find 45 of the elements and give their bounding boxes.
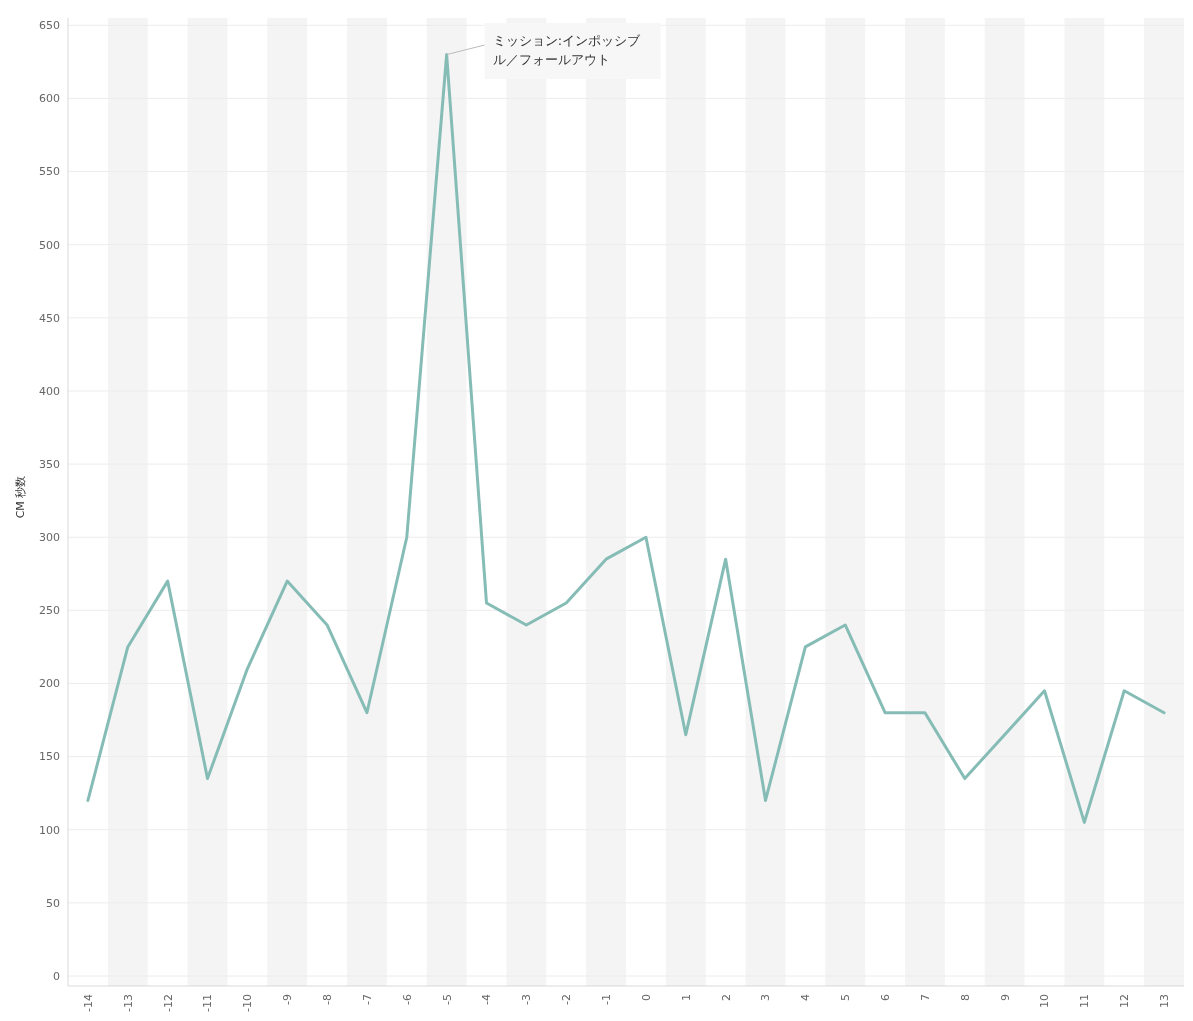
x-tick-label: 3 <box>759 994 773 1001</box>
x-tick-label: 2 <box>719 994 733 1001</box>
x-tick-label: 13 <box>1157 994 1171 1008</box>
x-tick-label: -7 <box>360 994 374 1005</box>
x-tick-label: 9 <box>998 994 1012 1001</box>
y-tick-label: 250 <box>39 604 60 618</box>
x-tick-label: -14 <box>81 994 95 1012</box>
x-tick-label: 0 <box>639 994 653 1001</box>
x-tick-label: -2 <box>560 994 574 1005</box>
x-tick-label: 11 <box>1078 994 1092 1008</box>
y-tick-label: 350 <box>39 457 60 471</box>
y-tick-label: 50 <box>46 896 60 910</box>
y-tick-label: 600 <box>39 92 60 106</box>
y-tick-label: 500 <box>39 238 60 252</box>
y-tick-label: 0 <box>53 969 60 983</box>
x-tick-label: -9 <box>281 994 295 1005</box>
x-tick-label: 12 <box>1118 994 1132 1008</box>
x-tick-label: 8 <box>958 994 972 1001</box>
y-axis-title: CM 秒数 <box>14 475 27 519</box>
x-tick-label: -13 <box>121 994 135 1012</box>
y-tick-label: 300 <box>39 531 60 545</box>
x-tick-label: -6 <box>400 994 414 1005</box>
x-tick-label: 1 <box>679 994 693 1001</box>
y-tick-label: 550 <box>39 165 60 179</box>
y-tick-label: 450 <box>39 311 60 325</box>
x-tick-label: 4 <box>799 994 813 1001</box>
y-tick-label: 650 <box>39 19 60 33</box>
x-tick-label: -12 <box>161 994 175 1012</box>
annotation: ミッション:インポッシブル／フォールアウト <box>492 33 642 67</box>
line-series <box>86 53 1166 824</box>
y-tick-label: 400 <box>39 384 60 398</box>
x-tick-label: -3 <box>520 994 534 1005</box>
x-tick-label: 7 <box>918 994 932 1001</box>
x-tick-label: -5 <box>440 994 454 1005</box>
y-tick-label: 150 <box>39 750 60 764</box>
y-tick-label: 100 <box>39 823 60 837</box>
x-tick-label: 5 <box>839 994 853 1001</box>
x-tick-label: -11 <box>201 994 215 1012</box>
x-tick-label: -1 <box>599 994 613 1005</box>
x-tick-label: -4 <box>480 994 494 1005</box>
x-tick-label: -10 <box>241 994 255 1012</box>
x-tick-label: 6 <box>878 994 892 1001</box>
x-tick-label: -8 <box>320 994 334 1005</box>
x-tick-label: 10 <box>1038 994 1052 1008</box>
y-tick-label: 200 <box>39 677 60 691</box>
